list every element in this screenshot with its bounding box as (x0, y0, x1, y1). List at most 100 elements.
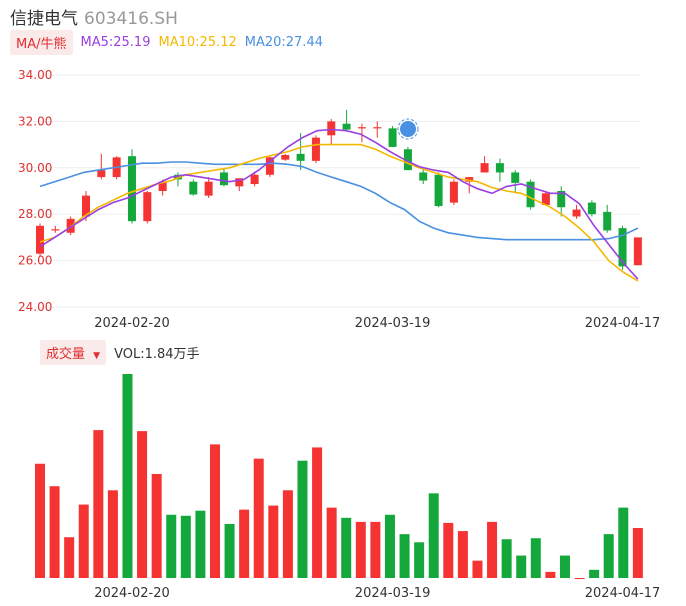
candle (526, 179, 535, 210)
candle-body (204, 181, 213, 196)
candle (495, 158, 504, 182)
volume-bar (428, 493, 439, 578)
volume-bar (180, 515, 191, 578)
candle (603, 204, 612, 233)
candle (403, 146, 412, 171)
volume-bar (166, 514, 177, 578)
date-tick-label: 2024-04-17 (585, 316, 661, 331)
candle (373, 121, 382, 138)
volume-bar (399, 534, 410, 578)
candle-body (81, 195, 90, 217)
candle-body (403, 149, 412, 171)
price-tick-label: 34.00 (18, 68, 52, 82)
candle (81, 191, 90, 222)
volume-bar (195, 510, 206, 578)
candle-body (495, 163, 504, 173)
volume-bar (530, 538, 541, 578)
candle-body (342, 123, 351, 130)
volume-value: VOL:1.84万手 (114, 347, 200, 362)
ma5-legend: MA5:25.19 (80, 35, 151, 50)
volume-bar (151, 473, 162, 578)
candle-body (127, 156, 136, 222)
volume-bar (297, 460, 308, 578)
volume-mode-selector[interactable]: 成交量 ▼ (40, 340, 107, 365)
volume-bar (35, 463, 45, 578)
volume-bar (341, 517, 352, 578)
volume-bar (224, 523, 235, 578)
date-tick-label: 2024-04-17 (585, 586, 661, 601)
candle-body (465, 177, 474, 182)
candle-body (143, 192, 152, 222)
price-grid (30, 74, 640, 308)
candle-body (281, 155, 290, 160)
price-tick-label: 28.00 (18, 207, 52, 221)
candle (572, 204, 581, 219)
candle-body (357, 127, 366, 129)
volume-bar (49, 486, 60, 578)
price-tick-label: 24.00 (18, 300, 52, 314)
volume-bar (603, 534, 614, 578)
volume-bar (326, 507, 337, 578)
volume-bar (122, 374, 133, 578)
candle (127, 149, 136, 224)
candle-body (373, 127, 382, 129)
candle-body (189, 181, 198, 195)
candle (265, 156, 274, 178)
volume-bar (282, 490, 293, 578)
volume-bar (107, 490, 118, 578)
candle (250, 172, 259, 187)
date-tick-label: 2024-03-19 (355, 586, 431, 601)
candle-body (296, 153, 305, 161)
ma-legend: MA/牛熊 MA5:25.19 MA10:25.12 MA20:27.44 (10, 30, 331, 55)
volume-bar (268, 505, 279, 578)
chevron-down-icon: ▼ (93, 351, 101, 361)
candle-body (219, 172, 228, 186)
volume-bar (457, 531, 468, 578)
candle (311, 135, 320, 164)
candlestick-series (36, 109, 642, 270)
volume-bar (93, 430, 104, 578)
candle-body (158, 181, 167, 191)
candle (511, 170, 520, 194)
volume-bar (516, 555, 527, 578)
candle-body (480, 163, 489, 173)
volume-legend: 成交量 ▼ VOL:1.84万手 (10, 340, 208, 365)
volume-bar (443, 522, 454, 578)
candle-body (235, 178, 244, 187)
candle (36, 223, 44, 256)
price-tick-label: 30.00 (18, 161, 52, 175)
ma-mode-selector[interactable]: MA/牛熊 (10, 30, 73, 55)
candle-body (327, 121, 336, 136)
volume-bar (589, 569, 600, 578)
volume-bar (209, 444, 220, 578)
candle (143, 191, 152, 224)
volume-bar (137, 431, 148, 578)
candle (66, 216, 75, 236)
candle-body (66, 218, 75, 233)
volume-bar (384, 514, 395, 578)
candle (434, 172, 443, 208)
event-marker-icon[interactable] (397, 118, 419, 140)
candle (189, 179, 198, 196)
candle-body (419, 172, 428, 181)
volume-bar (618, 507, 629, 578)
candle-body (511, 172, 520, 183)
stock-name: 信捷电气 (10, 9, 78, 29)
candle-body (388, 128, 397, 147)
volume-bar (370, 521, 381, 578)
date-tick-label: 2024-02-20 (94, 586, 170, 601)
candle-body (97, 170, 106, 178)
candle-body (51, 229, 60, 231)
stock-header: 信捷电气 603416.SH (10, 4, 178, 29)
candle (327, 119, 336, 145)
ma10-line (39, 143, 639, 282)
candle-body (572, 209, 581, 217)
candle (342, 109, 351, 131)
volume-bar (559, 555, 570, 578)
volume-bar (574, 578, 585, 579)
candle-body (541, 193, 550, 205)
ma20-line (39, 161, 639, 241)
candle (557, 186, 566, 217)
volume-date-axis: 2024-02-20 2024-03-19 2024-04-17 (94, 586, 660, 601)
